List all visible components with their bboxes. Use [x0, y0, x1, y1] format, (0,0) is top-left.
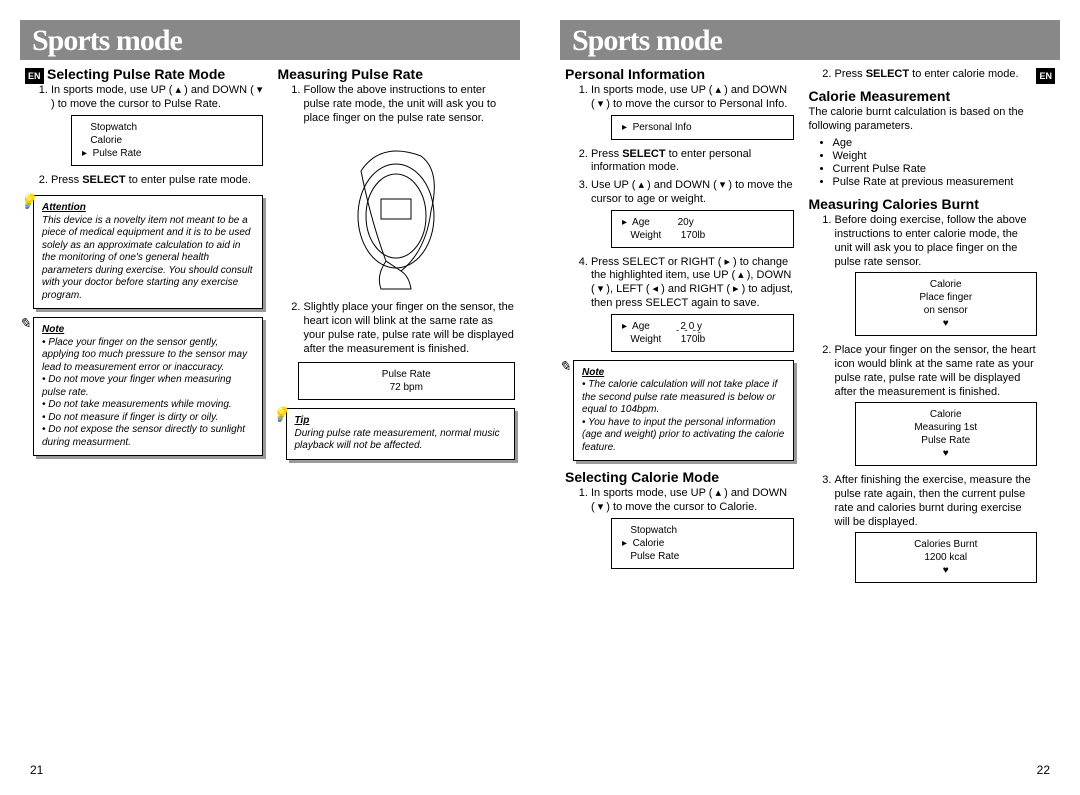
column-2: Press SELECT to enter calorie mode. Calo… [809, 66, 1056, 591]
note-title: Note [582, 367, 604, 378]
step: In sports mode, use UP ( ▴ ) and DOWN ( … [51, 84, 263, 166]
page-22: Sports mode EN Personal Information In s… [540, 0, 1080, 795]
step-text: In sports mode, use UP ( ▴ ) and DOWN ( … [591, 487, 787, 513]
step-text: Place your finger on the sensor, the hea… [835, 344, 1036, 397]
step: In sports mode, use UP ( ▴ ) and DOWN ( … [591, 487, 794, 569]
step-text: Press [51, 174, 82, 186]
list-item: Pulse Rate at previous measurement [833, 176, 1038, 188]
language-tag: EN [1036, 68, 1055, 84]
key-name: SELECT [82, 174, 125, 186]
language-tag: EN [25, 68, 44, 84]
lcd-display: Pulse Rate 72 bpm [298, 362, 516, 400]
key-name: SELECT [866, 68, 909, 80]
note-box: ✎ Note • Place your finger on the sensor… [33, 317, 263, 456]
column-1: Personal Information In sports mode, use… [565, 66, 794, 591]
section-heading: Selecting Calorie Mode [565, 469, 794, 485]
section-heading: Selecting Pulse Rate Mode [47, 66, 263, 82]
step-text: to enter calorie mode. [909, 68, 1018, 80]
column-1: Selecting Pulse Rate Mode In sports mode… [25, 66, 263, 468]
lcd-display: Calories Burnt 1200 kcal ♥ [855, 532, 1038, 583]
step: Press SELECT or RIGHT ( ▸ ) to change th… [591, 256, 794, 352]
lcd-display: ▸ Age ̱ 2̱ 0̱ y̱ Weight 170lb [611, 314, 794, 352]
parameter-list: Age Weight Current Pulse Rate Pulse Rate… [809, 137, 1038, 188]
step: Slightly place your finger on the sensor… [304, 301, 516, 356]
section-heading: Calorie Measurement [809, 88, 1038, 104]
columns: Personal Information In sports mode, use… [565, 66, 1055, 591]
step-text: to enter pulse rate mode. [126, 174, 251, 186]
lcd-display: ▸ Personal Info [611, 115, 794, 140]
device-illustration [331, 131, 461, 291]
tip-box: 💡 Tip During pulse rate measurement, nor… [286, 408, 516, 460]
lightbulb-icon: 💡 [272, 406, 289, 424]
list-item: Age [833, 137, 1038, 149]
page-number: 22 [1037, 763, 1050, 777]
list-item: Weight [833, 150, 1038, 162]
pencil-icon: ✎ [559, 358, 571, 376]
step: Follow the above instructions to enter p… [304, 84, 516, 125]
section-heading: Personal Information [565, 66, 794, 82]
step: After finishing the exercise, measure th… [835, 474, 1038, 583]
step: In sports mode, use UP ( ▴ ) and DOWN ( … [591, 84, 794, 140]
step: Use UP ( ▴ ) and DOWN ( ▾ ) to move the … [591, 179, 794, 248]
step-text: Use UP ( ▴ ) and DOWN ( ▾ ) to move the … [591, 179, 793, 205]
note-body: • Place your finger on the sensor gently… [42, 337, 247, 448]
lightbulb-icon: 💡 [19, 193, 36, 211]
note-title: Tip [295, 415, 310, 426]
section-heading: Measuring Pulse Rate [278, 66, 516, 82]
page-title: Sports mode [572, 24, 1048, 58]
key-name: SELECT [622, 148, 665, 160]
step-text: Before doing exercise, follow the above … [835, 214, 1027, 267]
note-body: This device is a novelty item not meant … [42, 215, 253, 301]
step: Before doing exercise, follow the above … [835, 214, 1038, 336]
step: Place your finger on the sensor, the hea… [835, 344, 1038, 466]
lcd-display: Stopwatch ▸ Calorie Pulse Rate [611, 518, 794, 569]
step-text: In sports mode, use UP ( ▴ ) and DOWN ( … [51, 84, 262, 110]
step-text: After finishing the exercise, measure th… [835, 474, 1031, 527]
note-body: • The calorie calculation will not take … [582, 379, 784, 453]
header-bar: Sports mode [560, 20, 1060, 60]
page-number: 21 [30, 763, 43, 777]
step: Press SELECT to enter personal informati… [591, 148, 794, 176]
lcd-display: ▸ Age 20y Weight 170lb [611, 210, 794, 248]
attention-box: 💡 Attention This device is a novelty ite… [33, 195, 263, 309]
note-title: Attention [42, 202, 86, 213]
step-text: In sports mode, use UP ( ▴ ) and DOWN ( … [591, 84, 787, 110]
header-bar: Sports mode [20, 20, 520, 60]
columns: Selecting Pulse Rate Mode In sports mode… [25, 66, 515, 468]
paragraph: The calorie burnt calculation is based o… [809, 106, 1038, 134]
step: Press SELECT to enter pulse rate mode. [51, 174, 263, 188]
lcd-display: Stopwatch Calorie ▸ Pulse Rate [71, 115, 263, 166]
note-box: ✎ Note • The calorie calculation will no… [573, 360, 794, 462]
note-body: During pulse rate measurement, normal mu… [295, 428, 500, 452]
step-text: Press SELECT or RIGHT ( ▸ ) to change th… [591, 256, 793, 309]
page-21: Sports mode EN Selecting Pulse Rate Mode… [0, 0, 540, 795]
pencil-icon: ✎ [19, 315, 31, 333]
page-title: Sports mode [32, 24, 508, 58]
lcd-display: Calorie Place finger on sensor ♥ [855, 272, 1038, 336]
step: Press SELECT to enter calorie mode. [835, 68, 1038, 82]
section-heading: Measuring Calories Burnt [809, 196, 1038, 212]
step-text: Press [591, 148, 622, 160]
note-title: Note [42, 324, 64, 335]
step-text: Press [835, 68, 866, 80]
page-spread: Sports mode EN Selecting Pulse Rate Mode… [0, 0, 1080, 795]
list-item: Current Pulse Rate [833, 163, 1038, 175]
column-2: Measuring Pulse Rate Follow the above in… [278, 66, 516, 468]
lcd-display: Calorie Measuring 1st Pulse Rate ♥ [855, 402, 1038, 466]
